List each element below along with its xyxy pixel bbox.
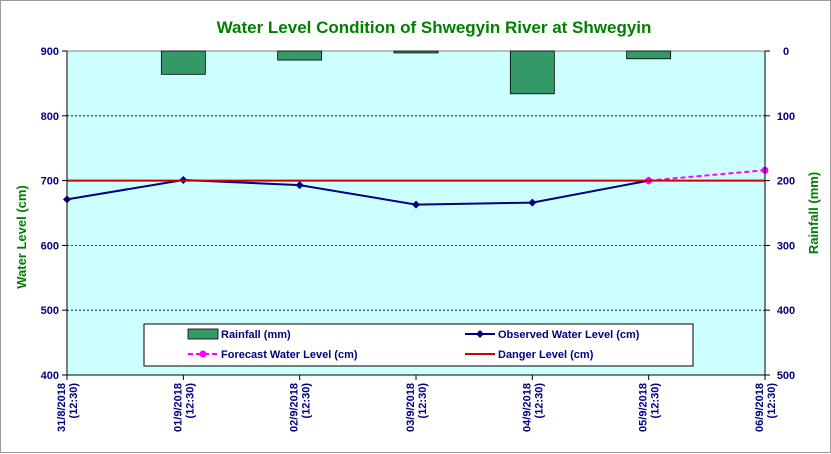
observed-point-3 (412, 200, 420, 209)
x-tick-label-5: 05/9/2018(12:30) (638, 383, 662, 432)
x-tick-time-1: (12:30) (184, 383, 196, 419)
x-tick-time-4: (12:30) (533, 383, 545, 419)
x-tick-date-6: 06/9/2018 (754, 383, 766, 432)
legend-label-danger: Danger Level (cm) (498, 349, 594, 361)
x-tick-label-3: 03/9/2018(12:30) (405, 383, 429, 432)
x-tick-date-3: 03/9/2018 (405, 383, 417, 432)
legend-label-forecast: Forecast Water Level (cm) (221, 349, 358, 361)
x-tick-date-2: 02/9/2018 (289, 383, 301, 432)
y-tick-label-500: 500 (41, 305, 59, 317)
plot-area (66, 50, 766, 376)
y2-axis-label: Rainfall (mm) (806, 172, 821, 254)
legend-marker-forecast (199, 350, 207, 358)
observed-point-2 (295, 181, 304, 190)
x-tick-label-2: 02/9/2018(12:30) (289, 383, 313, 432)
legend: Rainfall (mm) Observed Water Level (cm) … (143, 323, 694, 367)
legend-marker-observed (476, 330, 484, 338)
rainfall-bar-5 (626, 50, 672, 60)
y-tick-label-600: 600 (41, 240, 59, 252)
lines (63, 166, 769, 209)
x-tick-date-1: 01/9/2018 (172, 383, 184, 432)
y2-tick-label-400: 400 (777, 305, 795, 317)
x-tick-time-5: (12:30) (650, 383, 662, 419)
y-tick-label-700: 700 (41, 176, 59, 188)
forecast-line (648, 169, 766, 182)
legend-box (143, 323, 694, 367)
x-tick-time-6: (12:30) (766, 383, 778, 419)
observed-line (66, 178, 649, 206)
y-axis-label: Water Level (cm) (14, 185, 29, 289)
x-tick-time-2: (12:30) (301, 383, 313, 419)
x-tick-date-0: 31/8/2018 (56, 383, 68, 432)
x-tick-label-0: 31/8/2018(12:30) (56, 383, 80, 432)
rainfall-bars (160, 50, 672, 95)
legend-swatch-rainfall (187, 328, 219, 340)
rainfall-bar-2 (277, 50, 323, 61)
x-tick-time-0: (12:30) (68, 383, 80, 419)
x-tick-date-4: 04/9/2018 (521, 383, 533, 432)
x-tick-time-3: (12:30) (417, 383, 429, 419)
rainfall-bar-1 (160, 50, 206, 75)
legend-label-observed: Observed Water Level (cm) (498, 329, 640, 341)
y2-tick-label-500: 500 (777, 370, 795, 382)
y2-tick-label-0: 0 (783, 46, 789, 58)
y-tick-label-400: 400 (41, 370, 59, 382)
x-tick-label-4: 04/9/2018(12:30) (521, 383, 545, 432)
y2-tick-label-200: 200 (777, 176, 795, 188)
observed-point-4 (528, 198, 537, 207)
y-tick-label-800: 800 (41, 111, 59, 123)
x-tick-label-1: 01/9/2018(12:30) (172, 383, 196, 432)
rainfall-bar-4 (509, 50, 555, 95)
chart-title: Water Level Condition of Shwegyin River … (217, 18, 652, 37)
y-tick-label-900: 900 (41, 46, 59, 58)
x-tick-date-5: 05/9/2018 (638, 383, 650, 432)
x-tick-label-6: 06/9/2018(12:30) (754, 383, 778, 432)
axes: 400 500 600 700 800 900 0 100 200 300 400 500 31/8/2… (41, 46, 796, 432)
y2-tick-label-100: 100 (777, 111, 795, 123)
rainfall-bar-3 (393, 50, 439, 54)
y2-tick-label-300: 300 (777, 240, 795, 252)
legend-label-rainfall: Rainfall (mm) (221, 329, 291, 341)
